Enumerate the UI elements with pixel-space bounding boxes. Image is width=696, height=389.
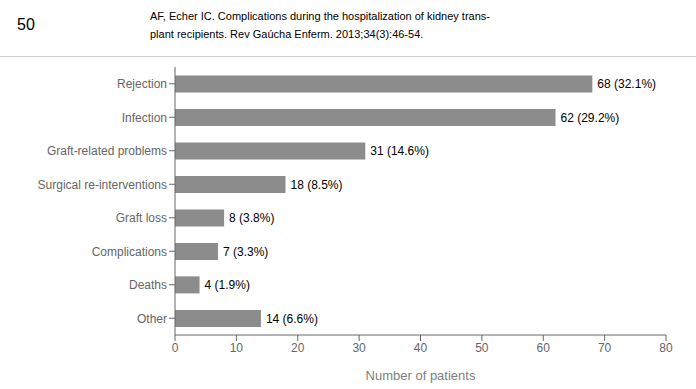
svg-text:7 (3.3%): 7 (3.3%) xyxy=(223,245,268,259)
svg-text:18 (8.5%): 18 (8.5%) xyxy=(290,178,342,192)
svg-text:10: 10 xyxy=(230,341,244,355)
svg-text:4 (1.9%): 4 (1.9%) xyxy=(205,278,250,292)
svg-text:Complications: Complications xyxy=(92,245,167,259)
html-text:50: 50 xyxy=(17,16,35,33)
svg-text:0: 0 xyxy=(172,341,179,355)
svg-text:20: 20 xyxy=(291,341,305,355)
svg-text:68 (32.1%): 68 (32.1%) xyxy=(597,77,656,91)
svg-text:8 (3.8%): 8 (3.8%) xyxy=(229,211,274,225)
svg-text:62 (29.2%): 62 (29.2%) xyxy=(561,111,620,125)
svg-text:Deaths: Deaths xyxy=(129,278,167,292)
svg-text:14 (6.6%): 14 (6.6%) xyxy=(266,312,318,326)
svg-text:Number of patients: Number of patients xyxy=(366,368,476,383)
svg-text:40: 40 xyxy=(414,341,428,355)
svg-text:Surgical re-interventions: Surgical re-interventions xyxy=(38,178,167,192)
svg-text:70: 70 xyxy=(598,341,612,355)
svg-text:30: 30 xyxy=(352,341,366,355)
svg-text:50: 50 xyxy=(475,341,489,355)
svg-text:Infection: Infection xyxy=(122,111,167,125)
svg-text:60: 60 xyxy=(537,341,551,355)
html-text:plant recipients. Rev Gaúcha E: plant recipients. Rev Gaúcha Enferm. 201… xyxy=(150,28,424,40)
svg-text:Other: Other xyxy=(137,312,167,326)
html-text:AF, Echer IC. Complications du: AF, Echer IC. Complications during the h… xyxy=(150,10,490,22)
svg-text:80: 80 xyxy=(659,341,673,355)
svg-text:Graft-related problems: Graft-related problems xyxy=(47,144,167,158)
svg-text:Rejection: Rejection xyxy=(117,77,167,91)
svg-text:Graft loss: Graft loss xyxy=(116,211,167,225)
svg-text:31 (14.6%): 31 (14.6%) xyxy=(370,144,429,158)
